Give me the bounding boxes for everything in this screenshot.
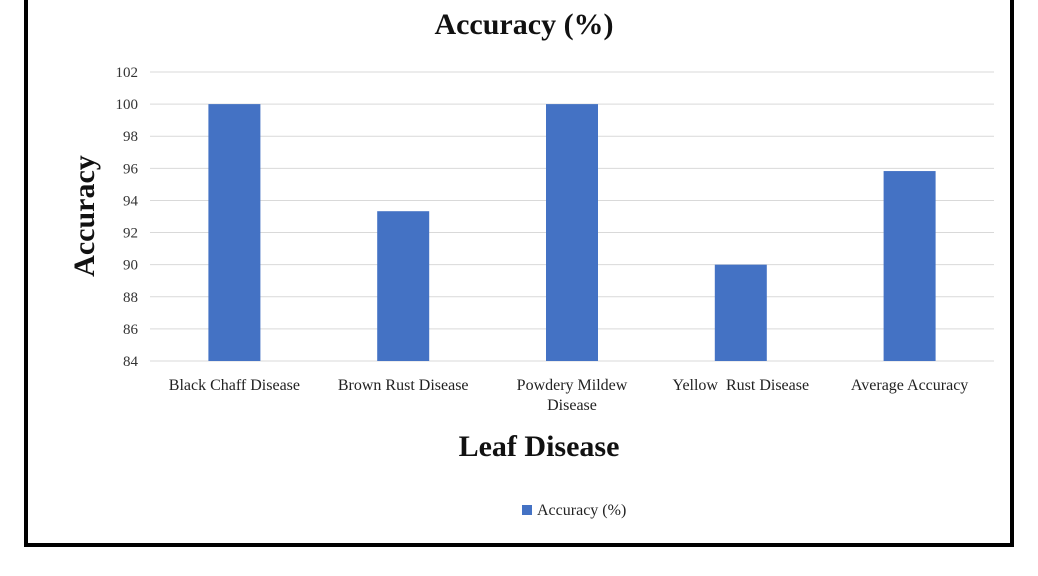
- bar: [883, 171, 936, 361]
- bar: [546, 104, 598, 361]
- y-tick-label: 88: [123, 290, 138, 306]
- chart-frame: Accuracy (%) 84 86 88 90 92 94 96 98 100 102 Blac…: [24, 0, 1014, 547]
- chart-title: Accuracy (%): [434, 8, 613, 41]
- y-tick-labels: 84 86 88 90 92 94 96 98 100 102: [116, 65, 139, 370]
- x-category-label: Brown Rust Disease: [338, 377, 469, 394]
- x-category-label-line: Average Accuracy: [851, 377, 968, 394]
- x-category-label-line: Disease: [547, 397, 597, 414]
- legend: Accuracy (%): [522, 502, 626, 519]
- y-tick-label: 102: [116, 65, 139, 81]
- y-tick-label: 100: [116, 97, 139, 113]
- y-tick-label: 90: [123, 258, 138, 274]
- y-tick-label: 92: [123, 226, 138, 242]
- x-category-label: Average Accuracy: [851, 377, 968, 394]
- legend-swatch: [522, 505, 532, 515]
- y-axis-label: Accuracy: [68, 155, 101, 277]
- bar: [208, 104, 261, 361]
- legend-label: Accuracy (%): [537, 502, 626, 519]
- x-category-label: Powdery Mildew Disease: [517, 377, 628, 414]
- bar: [714, 264, 767, 361]
- y-tick-label: 96: [123, 161, 139, 177]
- y-tick-label: 94: [123, 193, 139, 209]
- x-category-labels: Black Chaff Disease Brown Rust Disease Pow…: [169, 377, 969, 414]
- x-category-label-line: Brown Rust Disease: [338, 377, 469, 394]
- x-category-label-line: Black Chaff Disease: [169, 377, 300, 394]
- bar-chart: Accuracy (%) 84 86 88 90 92 94 96 98 100 102 Blac…: [68, 8, 994, 519]
- y-tick-label: 84: [123, 354, 139, 370]
- bar: [377, 211, 430, 361]
- x-category-label-line: Yellow Rust Disease: [672, 377, 809, 394]
- bars: [208, 104, 936, 361]
- x-category-label-line: Powdery Mildew: [517, 377, 628, 394]
- x-category-label: Yellow Rust Disease: [672, 377, 809, 394]
- x-axis-label: Leaf Disease: [459, 430, 620, 463]
- y-tick-label: 98: [123, 129, 138, 145]
- y-tick-label: 86: [123, 322, 139, 338]
- x-category-label: Black Chaff Disease: [169, 377, 300, 394]
